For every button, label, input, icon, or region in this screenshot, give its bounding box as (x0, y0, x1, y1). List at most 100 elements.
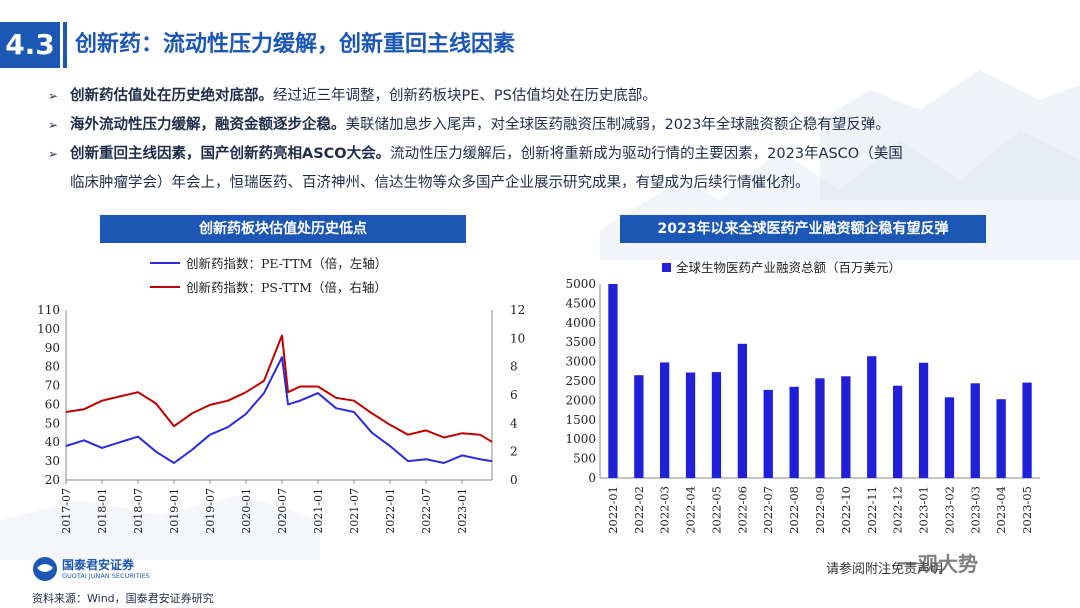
y-tick-label: 3000 (565, 355, 596, 369)
x-tick-label: 2022-02 (632, 486, 646, 534)
right-y-tick-label: 10 (510, 331, 525, 345)
y-tick-label: 500 (573, 452, 596, 466)
x-tick-label: 2023-02 (942, 486, 956, 534)
logo-mark-icon (33, 557, 57, 581)
x-tick-label: 2021-07 (348, 488, 361, 534)
bullet-text-continued: 临床肿瘤学会）年会上，恒瑞医药、百济神州、信达生物等众多国产企业展示研究成果，有… (70, 175, 810, 191)
bar (893, 385, 903, 478)
legend-label: 创新药指数：PE-TTM（倍，左轴） (186, 256, 387, 271)
x-tick-label: 2022-12 (891, 486, 905, 534)
legend-swatch (662, 263, 671, 272)
x-tick-label: 2022-08 (787, 486, 801, 534)
right-y-tick-label: 2 (510, 445, 518, 459)
left-y-tick-label: 30 (45, 454, 60, 468)
x-tick-label: 2017-07 (60, 488, 73, 534)
bar (996, 399, 1006, 478)
bar (970, 383, 980, 478)
logo-subtext: GUOTAI JUNAN SECURITIES (62, 572, 150, 580)
bullet-heading: 创新药估值处在历史绝对底部。 (70, 88, 273, 104)
left-y-tick-label: 90 (45, 341, 60, 355)
x-tick-label: 2022-01 (384, 488, 397, 534)
bullet-item: ➢ 海外流动性压力缓解，融资金额逐步企稳。美联储加息步入尾声，对全球医药融资压制… (48, 111, 1048, 140)
bar (660, 362, 670, 478)
arrow-bullet-icon: ➢ (48, 147, 59, 161)
bar (867, 356, 877, 478)
x-tick-label: 2022-10 (839, 486, 853, 534)
watermark-text: 一观大势 (898, 552, 978, 576)
x-tick-label: 2022-03 (658, 486, 672, 534)
x-tick-label: 2022-01 (606, 486, 620, 534)
pe-ttm-line (65, 356, 493, 464)
bar (918, 362, 929, 478)
x-tick-label: 2023-01 (456, 488, 469, 534)
bullet-item: ➢ 创新药估值处在历史绝对底部。经过近三年调整，创新药板块PE、PS估值均处在历… (48, 82, 1048, 111)
y-tick-label: 1500 (565, 413, 596, 427)
x-tick-label: 2022-07 (761, 486, 775, 534)
right-y-tick-label: 0 (510, 473, 518, 487)
x-tick-label: 2022-11 (865, 486, 879, 534)
left-y-tick-label: 20 (45, 473, 60, 487)
x-tick-label: 2019-01 (168, 488, 181, 534)
left-y-tick-label: 60 (45, 397, 60, 411)
y-tick-label: 4000 (565, 316, 596, 330)
page-header: 4.3 创新药：流动性压力缓解，创新重回主线因素 (0, 18, 1080, 70)
y-tick-label: 4500 (565, 296, 596, 310)
left-y-tick-label: 70 (45, 379, 60, 393)
bullet-heading: 创新重回主线因素，国产创新药亮相ASCO大会。 (70, 146, 391, 162)
bullet-item: ➢ 创新重回主线因素，国产创新药亮相ASCO大会。流动性压力缓解后，创新将重新成… (48, 140, 1048, 198)
left-y-tick-label: 110 (37, 303, 60, 317)
y-tick-label: 3500 (565, 335, 596, 349)
bullet-text: 流动性压力缓解后，创新将重新成为驱动行情的主要因素，2023年ASCO（美国 (390, 146, 903, 162)
y-tick-label: 2000 (565, 393, 596, 407)
right-y-tick-label: 8 (510, 360, 518, 374)
right-y-tick-label: 4 (510, 416, 518, 430)
chart1-title: 创新药板块估值处历史低点 (100, 215, 466, 243)
title-divider (63, 22, 67, 68)
x-tick-label: 2023-03 (968, 486, 982, 534)
x-tick-label: 2022-05 (709, 486, 723, 534)
left-y-tick-label: 80 (45, 360, 60, 374)
arrow-bullet-icon: ➢ (48, 118, 59, 132)
x-tick-label: 2018-07 (132, 488, 145, 534)
right-y-tick-label: 6 (510, 388, 518, 402)
x-tick-label: 2019-07 (204, 488, 217, 534)
left-y-tick-label: 50 (45, 416, 60, 430)
logo-text: 国泰君安证券 (62, 558, 135, 572)
bar (1022, 382, 1032, 478)
bullet-text: 美联储加息步入尾声，对全球医药融资压制减弱，2023年全球融资额企稳有望反弹。 (345, 117, 890, 133)
bar (763, 389, 773, 478)
bullet-heading: 海外流动性压力缓解，融资金额逐步企稳。 (70, 117, 346, 133)
left-y-tick-label: 40 (45, 435, 60, 449)
legend-label: 全球生物医药产业融资总额（百万美元） (676, 260, 901, 275)
bar (737, 343, 747, 478)
legend-label: 创新药指数：PS-TTM（倍，右轴） (186, 280, 387, 295)
right-y-tick-label: 12 (510, 303, 525, 317)
y-tick-label: 1000 (565, 432, 596, 446)
chart2-title: 2023年以来全球医药产业融资额企稳有望反弹 (620, 215, 986, 243)
disclaimer-link[interactable]: 请参阅附注免责声明 (826, 562, 944, 577)
left-y-tick-label: 100 (37, 322, 60, 336)
bullet-text: 经过近三年调整，创新药板块PE、PS估值均处在历史底部。 (273, 88, 657, 104)
x-tick-label: 2020-07 (276, 488, 289, 534)
x-tick-label: 2022-04 (684, 486, 698, 534)
bar (944, 397, 955, 478)
x-tick-label: 2023-04 (994, 486, 1008, 534)
x-tick-label: 2018-01 (96, 488, 109, 534)
bar (815, 378, 825, 478)
financing-bar-chart: 0 500 1000 1500 2000 2500 3000 3500 4000 4500 5000… (565, 260, 1040, 534)
bullet-list: ➢ 创新药估值处在历史绝对底部。经过近三年调整，创新药板块PE、PS估值均处在历… (48, 82, 1048, 198)
x-tick-label: 2021-01 (312, 488, 325, 534)
x-tick-label: 2022-07 (420, 488, 433, 534)
ps-ttm-line (65, 334, 493, 443)
arrow-bullet-icon: ➢ (48, 89, 59, 103)
bar (634, 375, 644, 478)
section-number: 4.3 (0, 22, 60, 68)
bar (685, 372, 696, 478)
x-tick-label: 2020-01 (240, 488, 253, 534)
bar (711, 372, 722, 478)
y-tick-label: 0 (588, 471, 596, 485)
page-title: 创新药：流动性压力缓解，创新重回主线因素 (75, 32, 516, 57)
company-logo: 国泰君安证券 GUOTAI JUNAN SECURITIES (32, 556, 172, 584)
x-tick-label: 2023-05 (1020, 486, 1034, 534)
valuation-line-chart: 20 30 40 50 60 70 80 90 100 110 0 2 4 6 8 10 12 2017-07 20… (37, 256, 525, 534)
